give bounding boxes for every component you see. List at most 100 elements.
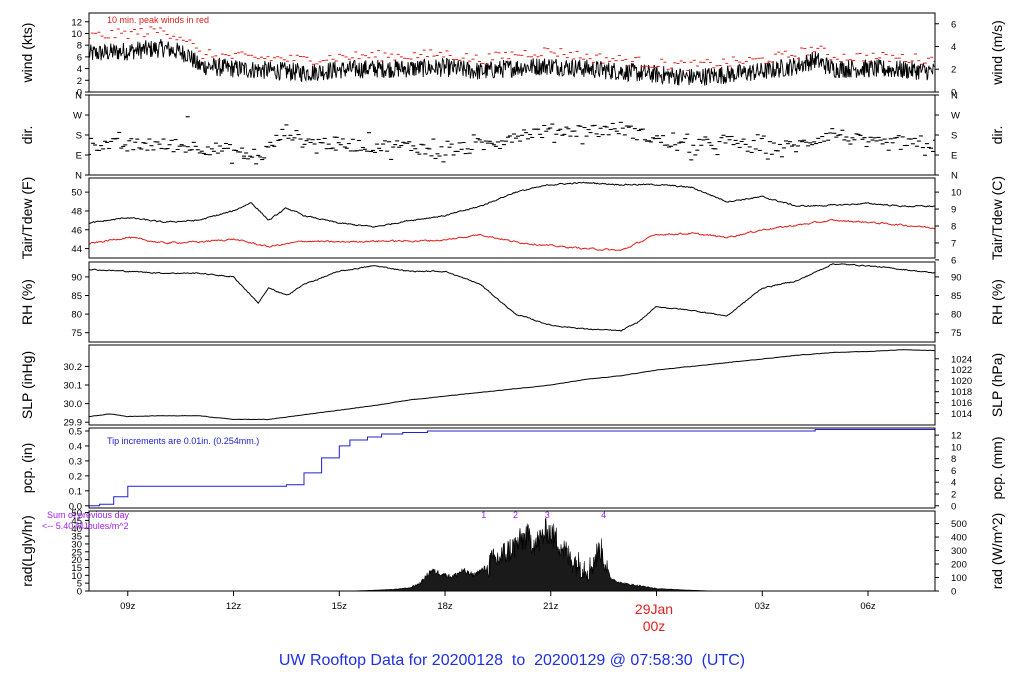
left-tick-label: N [75,171,82,182]
pcp-annotation: Tip increments are 0.01in. (0.254mm.) [107,436,259,446]
series-line [89,263,935,332]
right-tick-label: 400 [951,533,967,544]
right-tick-label: 8 [951,222,956,233]
ylabel-right: pcp. (mm) [989,437,1005,500]
ylabel-right: dir. [989,126,1005,145]
panel-frame [88,12,936,93]
data-group [89,26,935,86]
left-tick-label: 0.2 [69,471,82,482]
panel-temp: Tair/Tdew (F) Tair/Tdew (C) 44 46 48 50 6 7 8 9 10 [19,176,1005,266]
x-tick-label: 12z [226,601,242,612]
data-group [89,429,935,507]
left-tick-label: 0 [77,88,82,99]
radiation-area [354,517,709,591]
panel-frame [88,261,936,343]
left-tick-label: 15 [71,563,82,574]
rad-marker: 3 [545,510,550,520]
panel-pcp: pcp. (in) pcp. (mm) 0.0 0.1 0.2 0.3 0.4 0.5 0246… [19,426,1005,512]
right-tick-label: 0 [951,587,956,598]
right-tick-label: 9 [951,205,956,216]
right-tick-label: 100 [951,573,967,584]
data-group [89,116,935,165]
ylabel-right: rad (W/m^2) [989,513,1005,590]
left-tick-label: 50 [71,188,82,199]
ylabel-left: RH (%) [19,279,35,325]
left-tick-label: 85 [71,291,82,302]
right-tick-label: 2 [951,65,956,76]
left-tick-label: 10 [71,571,82,582]
left-tick-label: 10 [71,29,82,40]
left-tick-label: W [73,111,82,122]
x-tick-label: 18z [437,601,453,612]
left-tick-label: 90 [71,272,82,283]
right-tick-label: 2 [951,489,956,500]
left-tick-label: 46 [71,225,82,236]
left-tick-label: 25 [71,547,82,558]
ylabel-left: Tair/Tdew (F) [19,177,35,259]
left-tick-label: 30.0 [64,399,83,410]
right-tick-label: N [951,91,958,102]
right-tick-label: 300 [951,546,967,557]
data-group [89,263,935,332]
left-tick-label: S [76,131,82,142]
left-tick-label: 6 [77,52,82,63]
right-tick-label: 1016 [951,398,972,409]
left-tick-label: 75 [71,328,82,339]
ylabel-left: SLP (inHg) [19,351,35,419]
left-tick-label: 30 [71,539,82,550]
right-tick-label: 6 [951,255,956,266]
left-tick-label: 80 [71,310,82,321]
panel-rad: rad(Lgly/hr) rad (W/m^2)05101520253035404… [19,508,1005,597]
left-tick-label: 45 [71,516,82,527]
left-tick-label: 29.9 [64,418,83,429]
panel-frame [88,94,936,176]
left-tick-label: 30.2 [64,362,83,373]
right-tick-label: 6 [951,19,956,30]
right-tick-label: 1018 [951,387,972,398]
panel-rh: RH (%) RH (%) 75 80 85 90 75 80 85 90 [19,261,1005,343]
rad-marker: 1 [481,510,486,520]
data-group [89,349,935,421]
left-tick-label: 12 [71,17,82,28]
x-tick-label: 03z [755,601,771,612]
rad-marker: 4 [601,510,606,520]
right-tick-label: 8 [951,454,956,465]
right-tick-label: 4 [951,478,956,489]
panel-frame [88,344,936,426]
right-tick-label: 80 [951,310,962,321]
left-tick-label: 20 [71,555,82,566]
right-tick-label: 1024 [951,354,972,365]
ylabel-left: dir. [19,126,35,145]
left-tick-label: 50 [71,508,82,519]
right-tick-label: 500 [951,519,967,530]
right-tick-label: E [951,151,957,162]
ylabel-left: rad(Lgly/hr) [19,515,35,587]
series-line [89,349,935,421]
right-tick-label: 10 [951,188,962,199]
x-tick-label: 15z [332,601,348,612]
x-tick-label: 21z [543,601,559,612]
series-line [89,218,935,252]
left-tick-label: 0.3 [69,456,82,467]
right-tick-label: N [951,171,958,182]
ylabel-left: pcp. (in) [19,443,35,494]
right-tick-label: 200 [951,560,967,571]
page-title: UW Rooftop Data for 20200128 to 20200129… [279,652,745,669]
right-tick-label: 7 [951,238,956,249]
right-tick-label: 12 [951,431,962,442]
data-group [354,517,709,591]
date-sub-label: 00z [643,618,666,634]
rad-annotation: Sum of previous day [47,510,130,520]
ylabel-right: wind (m/s) [989,20,1005,86]
data-group [89,181,935,252]
left-tick-label: 44 [71,244,82,255]
left-tick-label: E [76,151,82,162]
left-tick-label: 35 [71,532,82,543]
wind-annotation: 10 min. peak winds in red [107,15,209,25]
left-tick-label: 4 [77,64,82,75]
right-tick-label: 75 [951,328,962,339]
